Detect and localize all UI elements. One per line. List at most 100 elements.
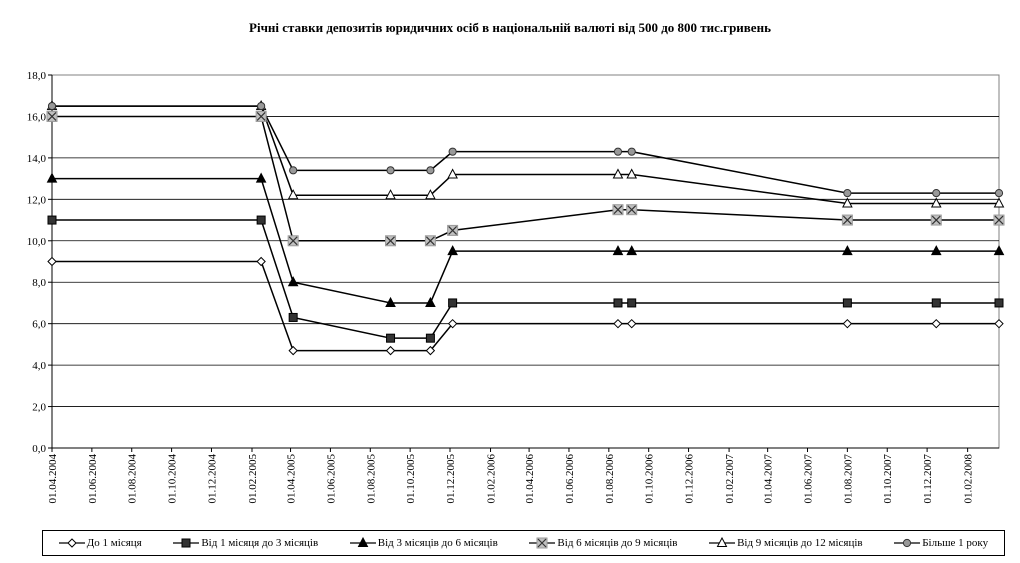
legend-item: Від 6 місяців до 9 місяців xyxy=(529,537,677,549)
series-6-point xyxy=(448,147,457,156)
series-1-point xyxy=(447,318,458,329)
series-5-point xyxy=(447,168,458,179)
series-1-point xyxy=(626,318,637,329)
marker-cross xyxy=(425,236,435,246)
x-tick-label: 01.06.2005 xyxy=(325,454,337,504)
legend-swatch-icon xyxy=(349,537,376,547)
x-tick-label: 01.06.2004 xyxy=(87,454,99,504)
x-tick-label: 01.10.2005 xyxy=(405,454,417,504)
series-2-point xyxy=(425,333,435,343)
x-tick-label: 01.02.2008 xyxy=(963,454,975,504)
series-6-point xyxy=(932,189,941,198)
legend-label: До 1 місяця xyxy=(86,537,142,549)
legend-item: Від 3 місяців до 6 місяців xyxy=(349,537,498,549)
marker-cross xyxy=(613,205,623,215)
legend-swatch-icon xyxy=(58,538,85,548)
legend-label: Від 3 місяців до 6 місяців xyxy=(377,537,498,549)
series-1-point xyxy=(256,256,266,267)
series-6-point xyxy=(386,166,395,175)
marker-cross xyxy=(537,538,547,548)
legend-label: Від 1 місяця до 3 місяців xyxy=(201,537,319,549)
x-tick-label: 01.02.2005 xyxy=(247,454,259,504)
legend-swatch-icon xyxy=(529,537,556,549)
series-5-point xyxy=(993,197,1005,208)
series-2-point xyxy=(613,298,623,308)
series-3-point xyxy=(46,172,58,183)
series-1-point xyxy=(994,318,1004,329)
series-1-point xyxy=(613,318,623,329)
series-6-point xyxy=(627,147,636,156)
series-2-point xyxy=(994,298,1004,308)
series-6-point xyxy=(843,189,852,198)
series-6-point xyxy=(994,189,1004,198)
x-tick-label: 01.10.2007 xyxy=(882,454,894,504)
series-6-point xyxy=(613,147,623,156)
series-4-point xyxy=(287,235,299,247)
legend-marker xyxy=(67,538,77,548)
series-5-point xyxy=(930,197,942,208)
series-4-point xyxy=(385,235,397,247)
x-tick-label: 01.04.2004 xyxy=(47,454,59,504)
marker-cross xyxy=(627,205,637,215)
x-tick-label: 01.12.2004 xyxy=(206,454,218,504)
y-tick-label: 12,0 xyxy=(27,194,47,206)
x-tick-label: 01.02.2007 xyxy=(724,454,736,504)
x-tick-label: 01.08.2006 xyxy=(604,454,616,504)
y-tick-label: 0,0 xyxy=(32,443,46,455)
legend-item: Більше 1 року xyxy=(894,537,988,549)
series-2-point xyxy=(256,215,266,225)
x-tick-label: 01.10.2006 xyxy=(644,454,656,504)
series-6-point xyxy=(426,166,435,175)
series-4-point xyxy=(46,110,58,122)
series-5-point xyxy=(626,168,638,179)
x-tick-label: 01.06.2007 xyxy=(803,454,815,504)
y-tick-label: 16,0 xyxy=(27,111,47,123)
series-3-point xyxy=(612,245,624,256)
series-1-point xyxy=(385,345,396,356)
x-tick-label: 01.02.2006 xyxy=(486,454,498,504)
y-tick-label: 2,0 xyxy=(32,402,46,414)
legend-marker xyxy=(716,537,728,547)
x-tick-label: 01.04.2007 xyxy=(763,454,775,504)
legend-marker xyxy=(357,537,369,547)
series-2-point xyxy=(842,298,852,308)
marker-cross xyxy=(47,112,57,121)
series-3-point xyxy=(287,276,299,287)
chart-title: Річні ставки депозитів юридичних осіб в … xyxy=(249,20,771,35)
series-4-point xyxy=(993,214,1005,226)
series-5-point xyxy=(612,168,624,179)
series-3-point xyxy=(930,245,942,256)
series-4-point xyxy=(612,204,624,216)
marker-cross xyxy=(842,215,852,225)
legend-swatch-icon xyxy=(709,537,736,547)
y-tick-label: 4,0 xyxy=(32,360,46,372)
marker-cross xyxy=(931,215,941,225)
series-2-point xyxy=(931,298,941,308)
y-tick-label: 8,0 xyxy=(32,277,46,289)
marker-cross xyxy=(386,236,395,246)
series-2-point xyxy=(288,312,298,322)
series-3-point xyxy=(425,296,436,307)
x-tick-label: 01.12.2007 xyxy=(922,454,934,504)
series-1-point xyxy=(931,318,941,329)
series-3-point xyxy=(385,296,396,307)
series-2-point xyxy=(386,333,396,343)
x-tick-label: 01.08.2004 xyxy=(127,454,139,504)
series-5-point xyxy=(425,189,436,200)
series-4-point xyxy=(424,235,436,247)
series-6-point xyxy=(289,166,298,175)
x-tick-label: 01.12.2006 xyxy=(684,454,696,504)
series-6-point xyxy=(47,101,57,111)
series-3-point xyxy=(626,245,638,256)
series-3-point xyxy=(842,245,853,256)
marker-cross xyxy=(448,225,458,235)
marker-cross xyxy=(288,236,298,246)
series-5-point xyxy=(385,189,396,200)
legend-marker xyxy=(536,537,548,549)
chart-legend: До 1 місяця Від 1 місяця до 3 місяців Від … xyxy=(42,530,1005,556)
legend-label: Від 6 місяців до 9 місяців xyxy=(557,537,678,549)
legend-swatch-icon xyxy=(173,538,200,548)
x-tick-label: 01.12.2005 xyxy=(445,454,457,504)
series-3-point xyxy=(447,245,458,256)
marker-cross xyxy=(994,215,1004,225)
